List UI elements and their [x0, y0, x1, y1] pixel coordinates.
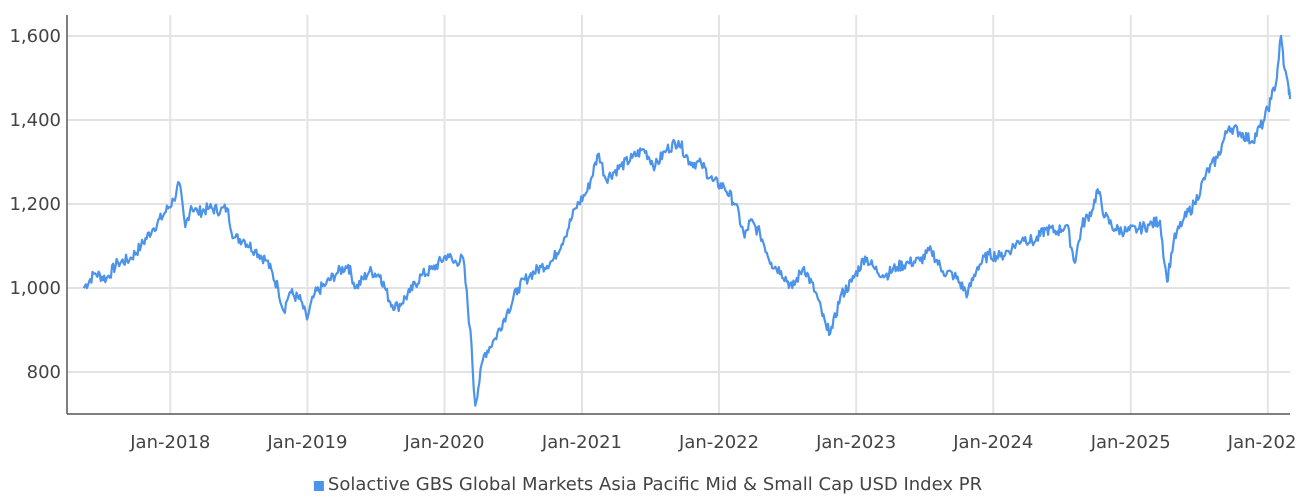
- x-tick-label: Jan-2023: [815, 432, 896, 453]
- y-tick-label: 1,000: [9, 278, 61, 299]
- legend: Solactive GBS Global Markets Asia Pacifi…: [313, 474, 982, 495]
- legend-label: Solactive GBS Global Markets Asia Pacifi…: [328, 474, 982, 495]
- y-tick-label: 1,400: [9, 110, 61, 131]
- y-tick-labels: 800 1,000 1,200 1,400 1,600: [9, 26, 61, 383]
- x-tick-labels: Jan-2018 Jan-2019 Jan-2020 Jan-2021 Jan-2022…: [129, 432, 1296, 453]
- x-tick-label: Jan-2026: [1227, 432, 1296, 453]
- series-line: [82, 34, 1292, 407]
- x-tick-label: Jan-2025: [1090, 432, 1171, 453]
- y-tick-label: 1,600: [9, 26, 61, 47]
- x-tick-label: Jan-2022: [678, 432, 759, 453]
- x-tick-label: Jan-2019: [266, 432, 347, 453]
- grid-lines: [67, 15, 1290, 414]
- legend-swatch: [313, 481, 324, 491]
- x-tick-label: Jan-2021: [541, 432, 622, 453]
- y-tick-label: 800: [27, 362, 61, 383]
- x-tick-label: Jan-2024: [952, 432, 1033, 453]
- x-tick-label: Jan-2018: [129, 432, 210, 453]
- axes: [66, 15, 1290, 415]
- y-tick-label: 1,200: [9, 194, 61, 215]
- series-lines: [82, 34, 1292, 407]
- x-tick-label: Jan-2020: [403, 432, 484, 453]
